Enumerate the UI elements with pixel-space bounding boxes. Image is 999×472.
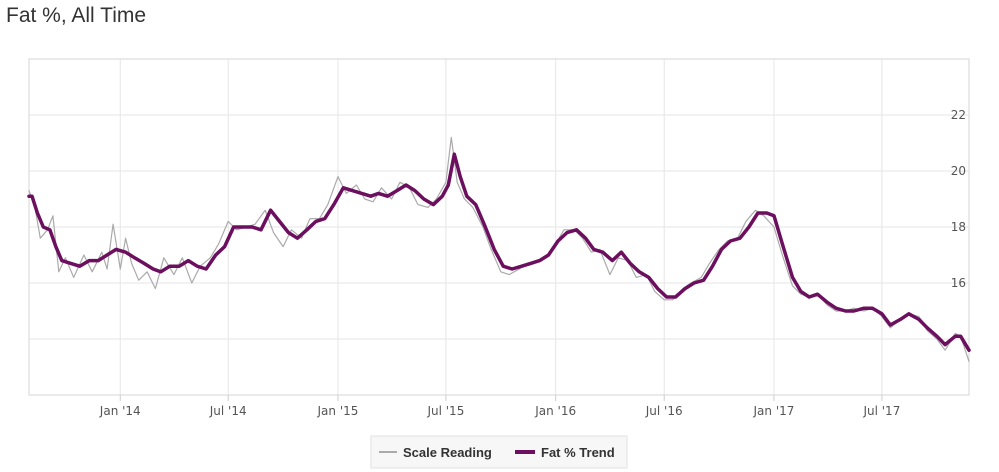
x-tick-label: Jan '15: [317, 404, 359, 418]
x-tick-label: Jul '14: [209, 404, 247, 418]
chart-title: Fat %, All Time: [6, 4, 147, 27]
x-tick-label: Jul '16: [645, 404, 683, 418]
x-tick-label: Jan '17: [753, 404, 795, 418]
x-tick-label: Jul '15: [426, 404, 464, 418]
x-tick-label: Jan '14: [99, 404, 141, 418]
series-layer: [27, 136, 971, 362]
vertical-gridlines: [119, 59, 883, 401]
y-tick-label: 16: [951, 276, 966, 290]
x-tick-label: Jul '17: [862, 404, 900, 418]
legend-box: [370, 435, 628, 469]
legend-item-fat-trend[interactable]: Fat % Trend: [515, 445, 615, 460]
plot-area-border: [28, 58, 970, 396]
legend-label-scale-reading: Scale Reading: [403, 445, 492, 460]
fat-trend-line: [27, 152, 971, 352]
legend: Scale Reading Fat % Trend: [370, 435, 628, 469]
y-tick-label: 22: [951, 108, 966, 122]
y-axis-labels: 16 18 20 22: [951, 108, 966, 290]
legend-label-fat-trend: Fat % Trend: [541, 445, 615, 460]
legend-item-scale-reading[interactable]: Scale Reading: [379, 445, 492, 460]
x-axis-labels: Jan '14 Jul '14 Jan '15 Jul '15 Jan '16 Jul '…: [99, 404, 901, 418]
y-tick-label: 20: [951, 164, 966, 178]
y-tick-label: 18: [951, 220, 966, 234]
x-tick-label: Jan '16: [534, 404, 576, 418]
horizontal-gridlines: [29, 114, 969, 340]
